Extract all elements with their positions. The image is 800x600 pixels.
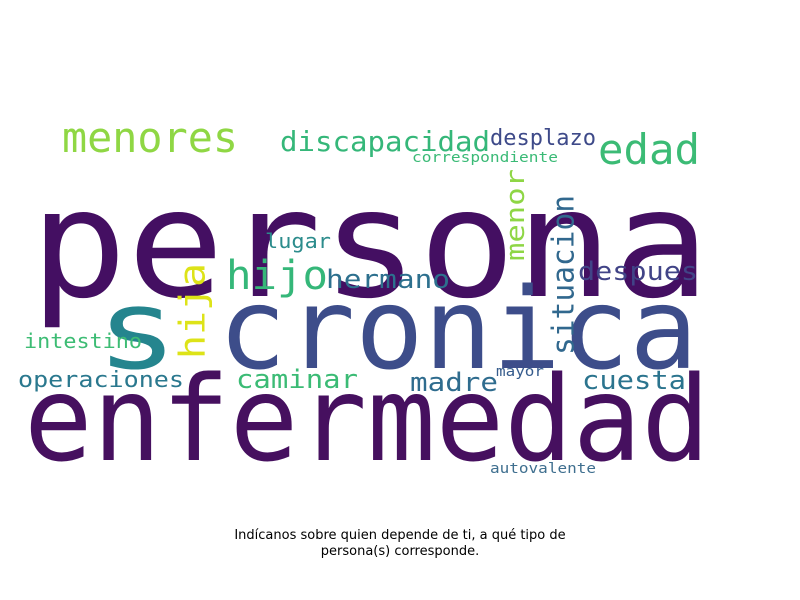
word-enfermedad: enfermedad bbox=[24, 350, 710, 488]
word-lugar: lugar bbox=[265, 229, 331, 253]
word-persona: persona bbox=[30, 158, 710, 332]
question-caption: Indícanos sobre quien depende de ti, a q… bbox=[150, 528, 650, 560]
word-despues: despues bbox=[578, 257, 698, 287]
word-hijo: hijo bbox=[226, 253, 328, 299]
word-correspondiente: correspondiente bbox=[412, 150, 558, 166]
word-edad: edad bbox=[598, 125, 700, 174]
word-cuesta: cuesta bbox=[582, 366, 686, 396]
word-desplazo: desplazo bbox=[490, 126, 596, 151]
word-menor: menor bbox=[501, 169, 531, 261]
word-discapacidad: discapacidad bbox=[280, 125, 490, 158]
word-situacion: situacion bbox=[547, 195, 582, 355]
word-intestino: intestino bbox=[24, 329, 142, 353]
word-operaciones: operaciones bbox=[18, 368, 184, 393]
caption-line-2: persona(s) corresponde. bbox=[320, 544, 480, 559]
word-mayor: mayor bbox=[496, 364, 544, 380]
word-cronica: cronica bbox=[218, 265, 698, 395]
word-menores: menores bbox=[62, 113, 238, 162]
word-hija: hija bbox=[173, 263, 214, 359]
word-madre: madre bbox=[410, 368, 498, 398]
word-autovalente: autovalente bbox=[490, 461, 596, 477]
word-hermano: hermano bbox=[326, 265, 450, 295]
word-s: s bbox=[96, 266, 178, 394]
word-caminar: caminar bbox=[236, 365, 358, 395]
caption-line-1: Indícanos sobre quien depende de ti, a q… bbox=[234, 528, 566, 543]
